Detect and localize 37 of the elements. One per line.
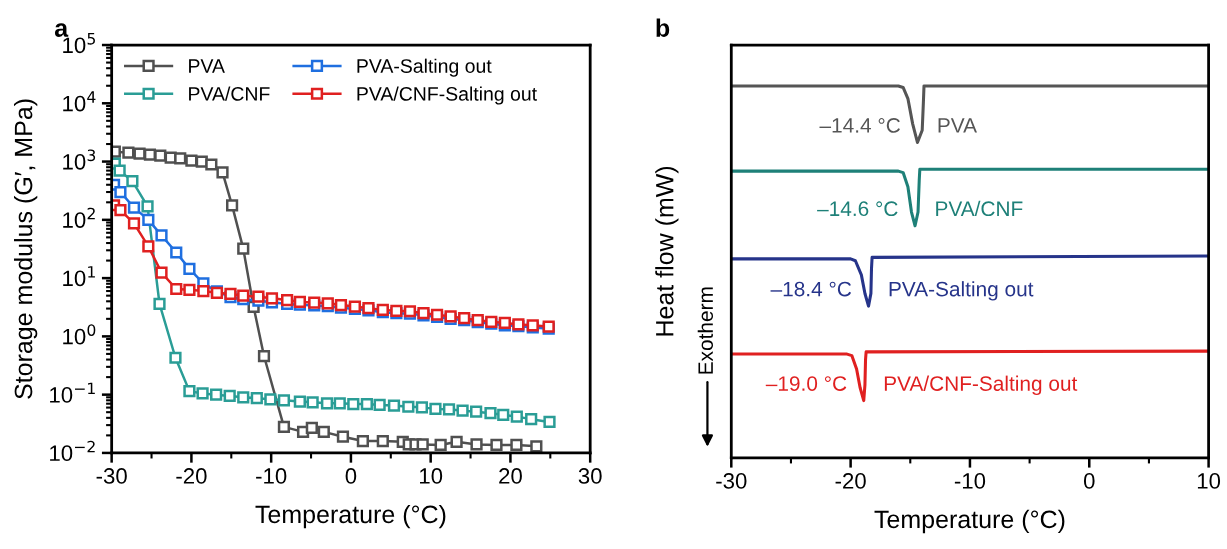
series-label: PVA/CNF-Salting out xyxy=(884,375,1078,396)
annotation: –14.6 °C xyxy=(817,201,898,217)
legend-label: PVA xyxy=(189,59,225,73)
y-tick-label: 10$^{0}$ xyxy=(63,324,96,345)
x-tick-label: -20 xyxy=(176,468,207,484)
legend-label: PVA-Salting out xyxy=(357,58,492,77)
legend-label: PVA/CNF-Salting out xyxy=(357,86,537,105)
x-tick-label: 0 xyxy=(1083,473,1095,489)
x-axis-title: Temperature (°C) xyxy=(874,509,1065,534)
annotation: –19.0 °C xyxy=(765,376,847,391)
x-tick-label: -10 xyxy=(954,473,986,489)
y-axis-title: Storage modulus (G′, MPa) xyxy=(13,99,38,399)
series-label: PVA-Salting out xyxy=(889,281,1034,301)
y-tick-label: 10$^{2}$ xyxy=(63,207,95,228)
y-axis-title: Heat flow (mW) xyxy=(655,166,679,336)
x-tick-label: -10 xyxy=(256,468,287,484)
x-tick-label: 10 xyxy=(420,468,443,484)
x-tick-label: 20 xyxy=(499,468,522,484)
y-tick-label: 10$^{−2}$ xyxy=(50,440,95,462)
annotation: –14.4 °C xyxy=(819,118,900,133)
x-tick-label: -30 xyxy=(96,468,127,484)
x-tick-label: -30 xyxy=(716,473,747,489)
text: Exotherm xyxy=(697,287,714,374)
y-tick-label: 10$^{4}$ xyxy=(63,91,96,112)
y-tick-label: 10$^{1}$ xyxy=(63,266,95,287)
series-label: PVA xyxy=(938,118,977,133)
x-tick-label: 0 xyxy=(345,468,357,484)
annotation: –18.4 °C xyxy=(770,281,852,297)
series-label: PVA/CNF xyxy=(936,200,1023,217)
x-tick-label: 10 xyxy=(1197,473,1221,489)
chart-title: b xyxy=(656,18,670,37)
x-tick-label: 30 xyxy=(578,468,602,484)
y-tick-label: 10$^{3}$ xyxy=(63,149,96,170)
x-tick-label: -20 xyxy=(835,473,866,489)
y-tick-label: 10$^{−1}$ xyxy=(50,382,95,403)
x-axis-title: Temperature (°C) xyxy=(255,504,446,529)
legend-label: PVA/CNF xyxy=(189,86,270,101)
